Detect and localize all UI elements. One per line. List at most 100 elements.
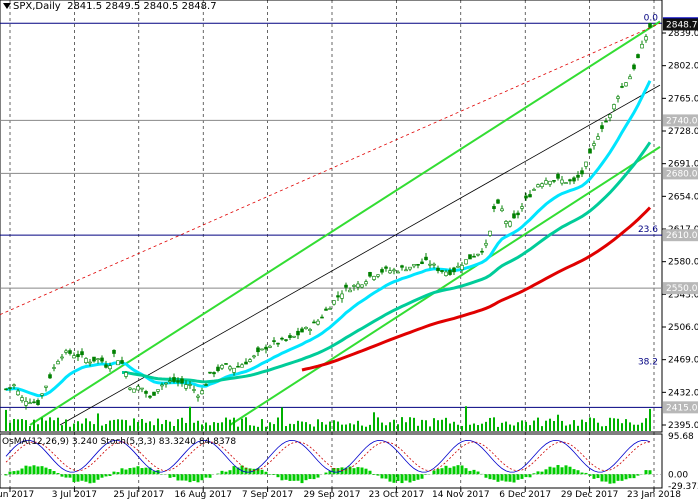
volume-bar [317, 419, 319, 431]
volume-bar [357, 420, 359, 431]
osma-bar [268, 474, 272, 475]
osma-bar [452, 466, 456, 475]
sub-axis-label: 0.00 [668, 470, 688, 480]
osma-bar [612, 474, 616, 484]
osma-bar [348, 466, 352, 475]
osma-bar [64, 474, 68, 478]
candle-body [212, 372, 216, 375]
candle-body [148, 395, 152, 398]
price-label: 2839.0 [668, 29, 698, 39]
osma-bar [600, 474, 604, 482]
ema-slow-line [301, 206, 652, 372]
candle-body [216, 366, 220, 371]
volume-bar [229, 419, 231, 431]
price-label: 2765.0 [668, 94, 698, 104]
volume-bar [565, 425, 567, 431]
volume-bar [233, 417, 235, 431]
osma-bar [388, 474, 392, 482]
volume-bar [17, 419, 19, 431]
volume-bar [221, 422, 223, 431]
osma-bar [292, 474, 296, 481]
candle-body [368, 272, 372, 277]
volume-bar [133, 418, 135, 431]
osma-bar [328, 470, 332, 475]
volume-bar [541, 426, 543, 431]
candle-body [200, 390, 204, 395]
volume-bar [373, 412, 375, 431]
main-pane-frame [0, 0, 663, 433]
osma-bar [184, 474, 188, 481]
candle-body [112, 349, 116, 354]
volume-bar [13, 418, 15, 431]
volume-bar [377, 417, 379, 431]
volume-bar [241, 418, 243, 431]
candle-body [120, 360, 124, 364]
volume-bar [353, 424, 355, 431]
candle-body [516, 212, 520, 216]
candle-body [492, 206, 496, 209]
osma-bar [304, 474, 308, 481]
candle-body [180, 378, 184, 384]
volume-bar [253, 425, 255, 431]
volume-bar [29, 426, 31, 431]
volume-bar [329, 421, 331, 431]
volume-bar [513, 425, 515, 431]
volume-bar [161, 424, 163, 431]
candle-body [432, 263, 436, 266]
osma-bar [312, 474, 316, 480]
candle-body [160, 384, 164, 387]
candle-body [644, 36, 648, 41]
osma-bar [572, 469, 576, 475]
osma-bar [128, 468, 132, 475]
candle-body [324, 308, 328, 311]
osma-bar [636, 474, 640, 476]
candle-body [108, 365, 112, 370]
horizontal-levels: 0.0 23.6 38.2 [0, 13, 662, 408]
volume-bar [301, 421, 303, 431]
volume-bar [73, 423, 75, 431]
volume-bar [321, 422, 323, 431]
osma-bar [584, 472, 588, 475]
candle-body [12, 384, 16, 387]
volume-bar [273, 424, 275, 431]
candle-body [76, 354, 80, 358]
volume-bar [553, 420, 555, 431]
osma-bar [512, 474, 516, 483]
volume-bar [305, 422, 307, 431]
osma-bar [332, 468, 336, 475]
osma-bar [308, 474, 312, 479]
osma-bar [400, 474, 404, 484]
candle-body [220, 365, 224, 369]
volume-bar [49, 417, 51, 431]
candle-body [360, 284, 364, 288]
candle-body [296, 330, 300, 336]
candle-body [528, 194, 532, 198]
volume-bar [201, 424, 203, 431]
volume-bar [53, 420, 55, 431]
volume-bar [433, 418, 435, 431]
candle-body [28, 402, 32, 405]
osma-bar [540, 471, 544, 475]
osma-bar [500, 474, 504, 481]
price-label: 2654.0 [668, 192, 698, 202]
volume-bar [189, 406, 191, 431]
osma-bar [556, 465, 560, 475]
candle-body [208, 371, 212, 374]
osma-bar [368, 470, 372, 475]
candle-body [264, 346, 268, 350]
candle-body [64, 350, 68, 353]
chart-menu-icon[interactable] [3, 3, 11, 9]
candle-body [340, 293, 344, 299]
candle-body [36, 400, 40, 405]
candle-body [428, 263, 432, 266]
osma-bar [560, 467, 564, 475]
candle-body [568, 179, 572, 182]
last-price-tag [663, 18, 698, 31]
volume-bar [593, 418, 595, 431]
level-tag [663, 114, 698, 127]
candle-body [616, 96, 620, 99]
candle-body [424, 256, 428, 261]
volume-bar [69, 426, 71, 431]
candle-body [608, 114, 612, 119]
